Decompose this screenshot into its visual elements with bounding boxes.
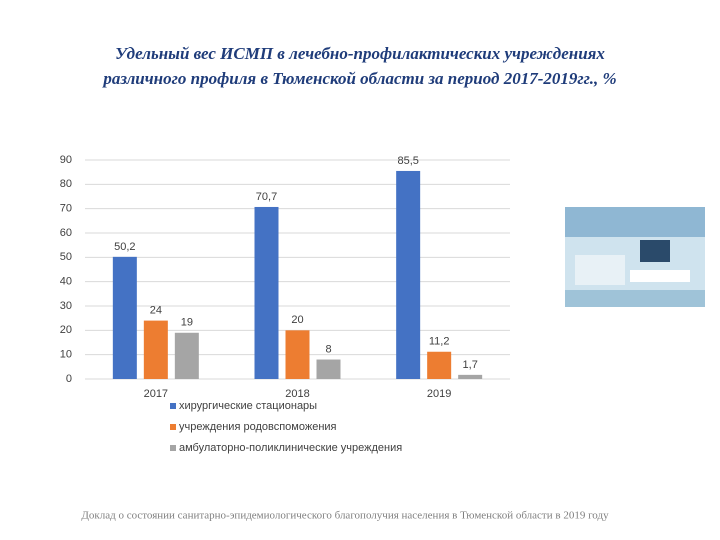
bar bbox=[143, 320, 168, 379]
legend-label: хирургические стационары bbox=[179, 400, 317, 412]
value-label: 1,7 bbox=[463, 359, 478, 371]
bar bbox=[174, 332, 199, 379]
y-tick-label: 30 bbox=[60, 300, 72, 312]
bar bbox=[396, 170, 421, 379]
value-label: 20 bbox=[291, 314, 303, 326]
y-tick-label: 60 bbox=[60, 227, 72, 239]
value-label: 50,2 bbox=[114, 241, 135, 253]
y-tick-label: 40 bbox=[60, 276, 72, 288]
y-tick-label: 80 bbox=[60, 178, 72, 190]
value-label: 11,2 bbox=[429, 336, 450, 348]
bar bbox=[316, 359, 341, 379]
y-tick-label: 10 bbox=[60, 349, 72, 361]
bar bbox=[458, 374, 483, 379]
value-label: 70,7 bbox=[256, 191, 277, 203]
x-tick-label: 2018 bbox=[285, 388, 309, 400]
y-tick-label: 20 bbox=[60, 324, 72, 336]
photo bbox=[565, 207, 705, 307]
y-tick-label: 50 bbox=[60, 251, 72, 263]
x-tick-label: 2017 bbox=[144, 388, 168, 400]
legend-swatch bbox=[170, 403, 176, 409]
title-line: Удельный вес ИСМП в лечебно-профилактиче… bbox=[115, 44, 605, 63]
bar bbox=[427, 351, 452, 379]
value-label: 85,5 bbox=[397, 155, 418, 167]
value-label: 8 bbox=[325, 343, 331, 355]
bar bbox=[285, 330, 310, 379]
y-tick-label: 90 bbox=[60, 154, 72, 166]
value-label: 19 bbox=[181, 317, 193, 329]
legend-swatch bbox=[170, 424, 176, 430]
source-note: Доклад о состоянии санитарно-эпидемиолог… bbox=[81, 510, 609, 522]
title-line: различного профиля в Тюменской области з… bbox=[101, 69, 616, 88]
y-tick-label: 0 bbox=[66, 373, 72, 385]
x-tick-label: 2019 bbox=[427, 388, 451, 400]
bar bbox=[254, 206, 279, 379]
legend-label: учреждения родовспоможения bbox=[179, 421, 337, 433]
legend-swatch bbox=[170, 445, 176, 451]
bar bbox=[112, 256, 137, 379]
y-tick-label: 70 bbox=[60, 203, 72, 215]
value-label: 24 bbox=[150, 305, 162, 317]
legend-label: амбулаторно-поликлинические учреждения bbox=[179, 442, 402, 454]
